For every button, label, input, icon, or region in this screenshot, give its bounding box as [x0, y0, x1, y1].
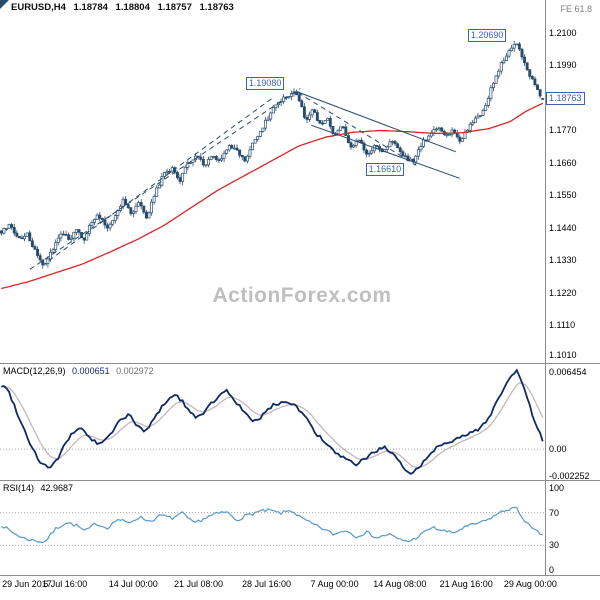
current-price-tag: 1.18763	[546, 92, 585, 106]
high-value: 1.18804	[115, 2, 150, 13]
chart-title-bar: EURUSD,H4 1.18784 1.18804 1.18757 1.1876…	[11, 2, 239, 13]
price-axis-line	[545, 0, 546, 575]
price-axis-label: 1.1440	[549, 222, 577, 233]
moving-average-line	[1, 102, 543, 290]
rsi-line	[0, 506, 543, 544]
rsi-axis-label: 100	[549, 483, 565, 493]
trend-line	[296, 91, 457, 153]
rsi-name: RSI(14)	[3, 483, 35, 493]
trend-line	[48, 96, 275, 261]
price-axis-label: 1.1990	[549, 60, 577, 71]
macd-signal-line	[1, 382, 544, 468]
time-axis-label: 28 Jul 16:00	[242, 579, 292, 589]
macd-axis-max-label: 0.006454	[549, 367, 587, 377]
main-price-chart-plot[interactable]	[0, 0, 545, 363]
time-axis-label: 14 Jul 00:00	[108, 579, 158, 589]
price-axis-label: 1.1220	[549, 287, 577, 298]
price-axis-label: 1.1770	[549, 125, 577, 136]
price-axis-label: 1.1660	[549, 157, 577, 168]
time-axis-label: 14 Aug 08:00	[373, 579, 427, 589]
symbol-timeframe-label: EURUSD,H4	[11, 2, 66, 13]
time-axis-label: 21 Jul 08:00	[174, 579, 224, 589]
macd-main-line	[1, 368, 544, 475]
close-value: 1.18763	[199, 2, 234, 13]
time-axis-label: 29 Aug 00:00	[503, 579, 557, 589]
rsi-indicator-label: RSI(14) 42.9687	[3, 483, 77, 494]
macd-indicator-plot[interactable]	[0, 364, 545, 480]
panel-separator	[0, 480, 600, 481]
price-axis-label: 1.2100	[549, 28, 577, 38]
low-value: 1.18757	[157, 2, 192, 13]
macd-main-value: 0.000651	[72, 366, 110, 376]
rsi-value: 42.9687	[40, 483, 74, 493]
price-axis-label: 1.1010	[549, 350, 577, 360]
price-axis-label: 1.1330	[549, 255, 577, 266]
time-axis-label: 29 Jun 2017	[2, 579, 52, 589]
time-axis-label: 6 Jul 16:00	[43, 579, 88, 589]
macd-signal-value: 0.002972	[116, 366, 154, 376]
rsi-axis-label: 30	[549, 540, 560, 551]
macd-name: MACD(12,26,9)	[3, 366, 66, 376]
rsi-axis-label: 0	[549, 565, 555, 575]
watermark-text: ActionForex.com	[212, 284, 392, 307]
rsi-axis-label: 70	[549, 507, 560, 518]
trend-line	[311, 124, 460, 179]
price-axis-label: 1.1110	[549, 320, 576, 331]
trend-line	[29, 88, 301, 270]
chart-corner-icon	[0, 0, 9, 9]
macd-axis-zero-label: 0.00	[549, 444, 567, 455]
panel-separator	[0, 575, 600, 576]
time-axis-label: 7 Aug 00:00	[310, 579, 359, 589]
fibonacci-expansion-label: FE 61.8	[560, 4, 592, 14]
rsi-indicator-plot[interactable]	[0, 481, 545, 575]
macd-indicator-label: MACD(12,26,9) 0.000651 0.002972	[3, 366, 158, 377]
panel-separator	[0, 363, 600, 364]
time-axis-label: 21 Aug 16:00	[439, 579, 493, 589]
trend-line	[297, 92, 417, 166]
price-axis-label: 1.1550	[549, 190, 577, 201]
open-value: 1.18784	[73, 2, 108, 13]
